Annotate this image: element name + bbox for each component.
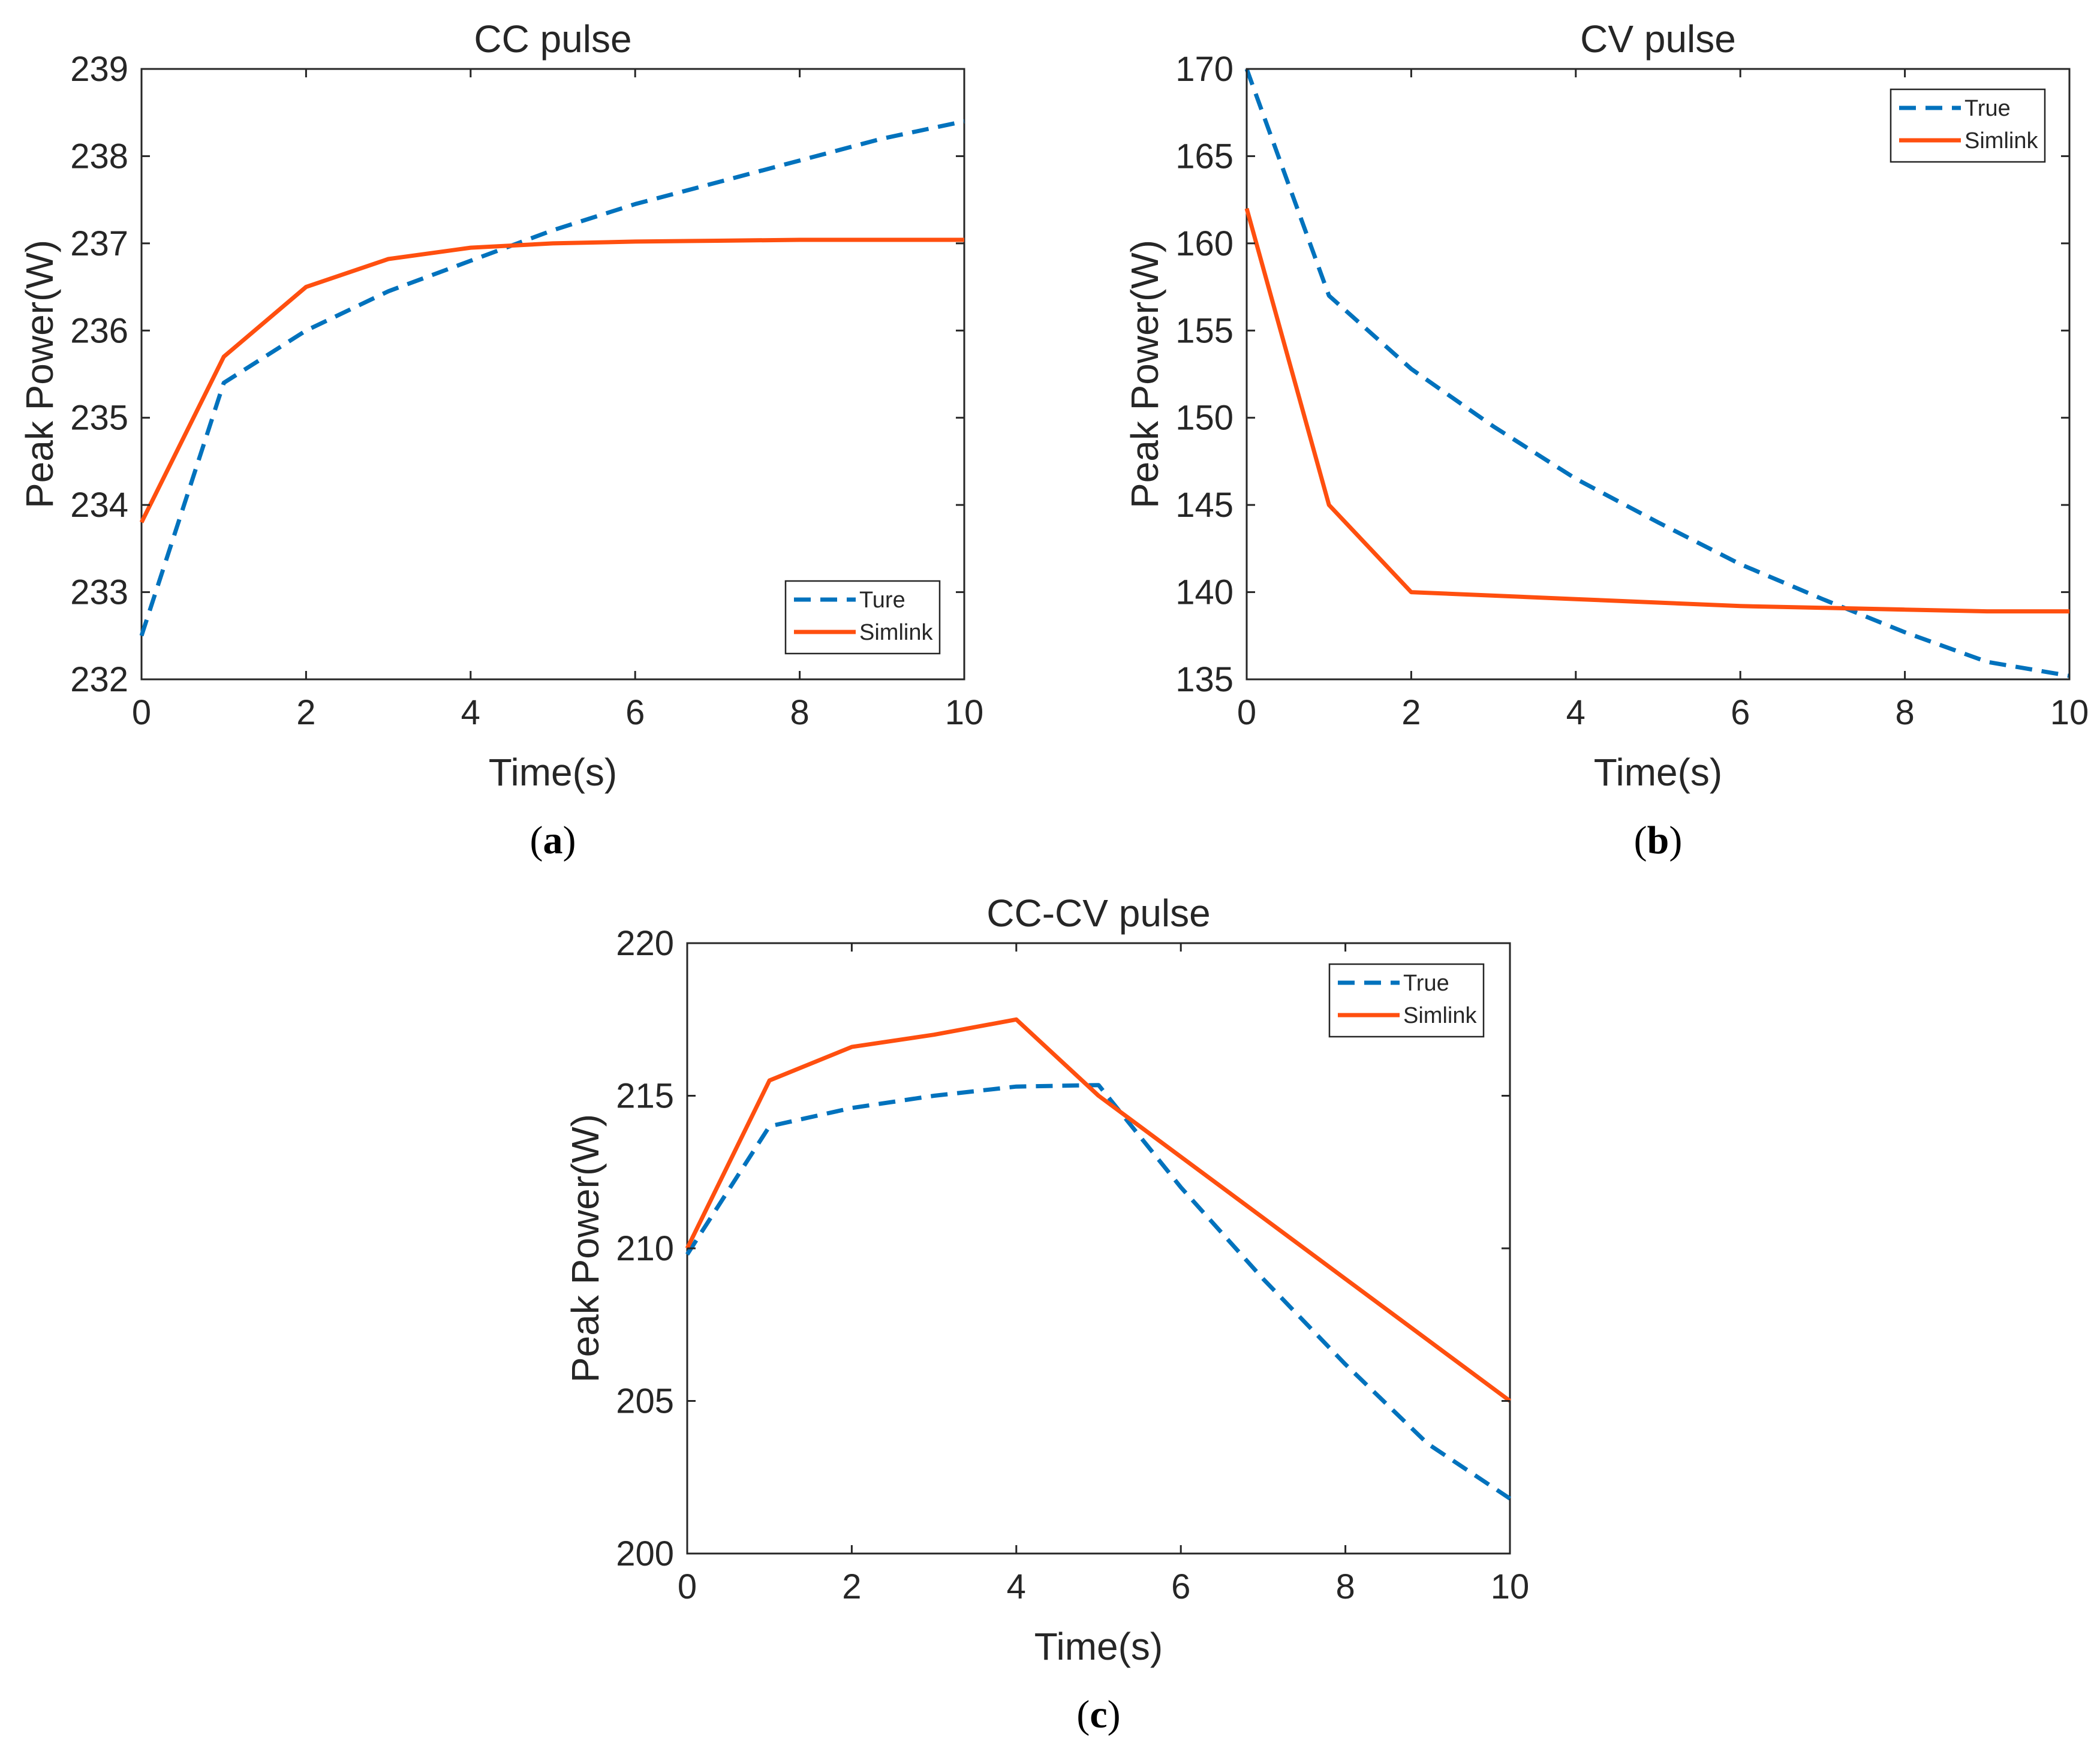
series-group [139,119,965,637]
x-tick-label: 10 [945,693,984,732]
legend: True Simlink [1890,88,2046,163]
x-tick-label: 10 [2050,693,2089,732]
x-tick-label: 10 [1491,1567,1530,1606]
legend-label: True [1403,971,1449,996]
series-line-true [1244,68,2070,678]
y-tick-label: 232 [70,660,128,699]
x-tick-label: 4 [461,693,480,732]
legend-label: Simlink [1964,128,2038,153]
y-tick-label: 165 [1175,137,1233,176]
y-tick-label: 205 [616,1382,674,1421]
legend-label: True [1964,96,2011,121]
chart-title: CV pulse [1580,17,1736,61]
y-tick-label: 234 [70,486,128,525]
y-tick-label: 140 [1175,573,1233,612]
x-axis-label: Time(s) [1034,1625,1163,1668]
x-tick-label: 6 [625,693,645,732]
y-tick-label: 220 [616,924,674,963]
x-tick-label: 6 [1731,693,1750,732]
legend-label: Ture [859,588,905,613]
y-tick-label: 150 [1175,399,1233,438]
chart-title: CC-CV pulse [986,892,1210,935]
y-tick-label: 237 [70,224,128,263]
y-tick-label: 170 [1175,50,1233,89]
x-tick-label: 8 [1895,693,1914,732]
plot-area [140,68,965,681]
series-line-true [685,1083,1511,1501]
y-tick-label: 233 [70,573,128,612]
panel-caption: (c) [1076,1693,1120,1736]
series-line-simlink [1244,207,2069,614]
x-tick-label: 2 [842,1567,861,1606]
y-tick-label: 155 [1175,311,1233,350]
y-axis-label: Peak Power(W) [18,240,61,508]
x-tick-label: 8 [1335,1567,1355,1606]
y-tick-label: 239 [70,50,128,89]
plot-area [686,942,1511,1555]
legend: True Simlink [1328,963,1485,1038]
y-tick-label: 210 [616,1229,674,1268]
x-tick-label: 4 [1007,1567,1026,1606]
y-tick-label: 200 [616,1534,674,1573]
y-axis-label: Peak Power(W) [1123,240,1166,508]
chart-panel-c: 0 2 4 6 8 10 200 205 210 215 220 CC-CV pulse Time(s)… [564,892,1529,1736]
y-tick-label: 238 [70,137,128,176]
x-tick-label: 6 [1171,1567,1190,1606]
legend-box [1328,963,1485,1038]
panel-caption: (b) [1634,818,1683,862]
x-tick-label: 0 [678,1567,697,1606]
y-tick-label: 135 [1175,660,1233,699]
legend-label: Simlink [859,620,933,645]
legend-box [784,580,941,655]
y-tick-label: 235 [70,399,128,438]
x-tick-label: 2 [1401,693,1421,732]
y-tick-label: 215 [616,1077,674,1116]
x-axis-label: Time(s) [1594,751,1722,794]
panel-caption: (a) [530,818,576,862]
legend-label: Simlink [1403,1003,1477,1028]
legend: Ture Simlink [784,580,941,655]
chart-panel-a: 0 2 4 6 8 10 232 233 234 235 236 237 238 239 CC pulse T… [18,17,983,862]
plot-area [1245,68,2071,681]
series-group [685,1017,1512,1501]
y-tick-label: 236 [70,311,128,350]
chart-title: CC pulse [474,17,631,61]
y-tick-label: 160 [1175,224,1233,263]
x-axis-label: Time(s) [489,751,617,794]
series-line-ture [139,119,965,637]
x-tick-label: 0 [1237,693,1256,732]
series-line-simlink [685,1017,1512,1403]
x-tick-label: 0 [132,693,151,732]
y-axis-label: Peak Power(W) [564,1114,607,1383]
x-tick-label: 8 [790,693,809,732]
series-group [1244,68,2070,678]
x-tick-label: 4 [1566,693,1585,732]
chart-panel-b: 0 2 4 6 8 10 135 140 145 150 155 160 165 170 CV pulse T… [1123,17,2089,862]
series-line-simlink [139,237,964,523]
x-tick-label: 2 [296,693,315,732]
legend-box [1890,88,2046,163]
y-tick-label: 145 [1175,486,1233,525]
